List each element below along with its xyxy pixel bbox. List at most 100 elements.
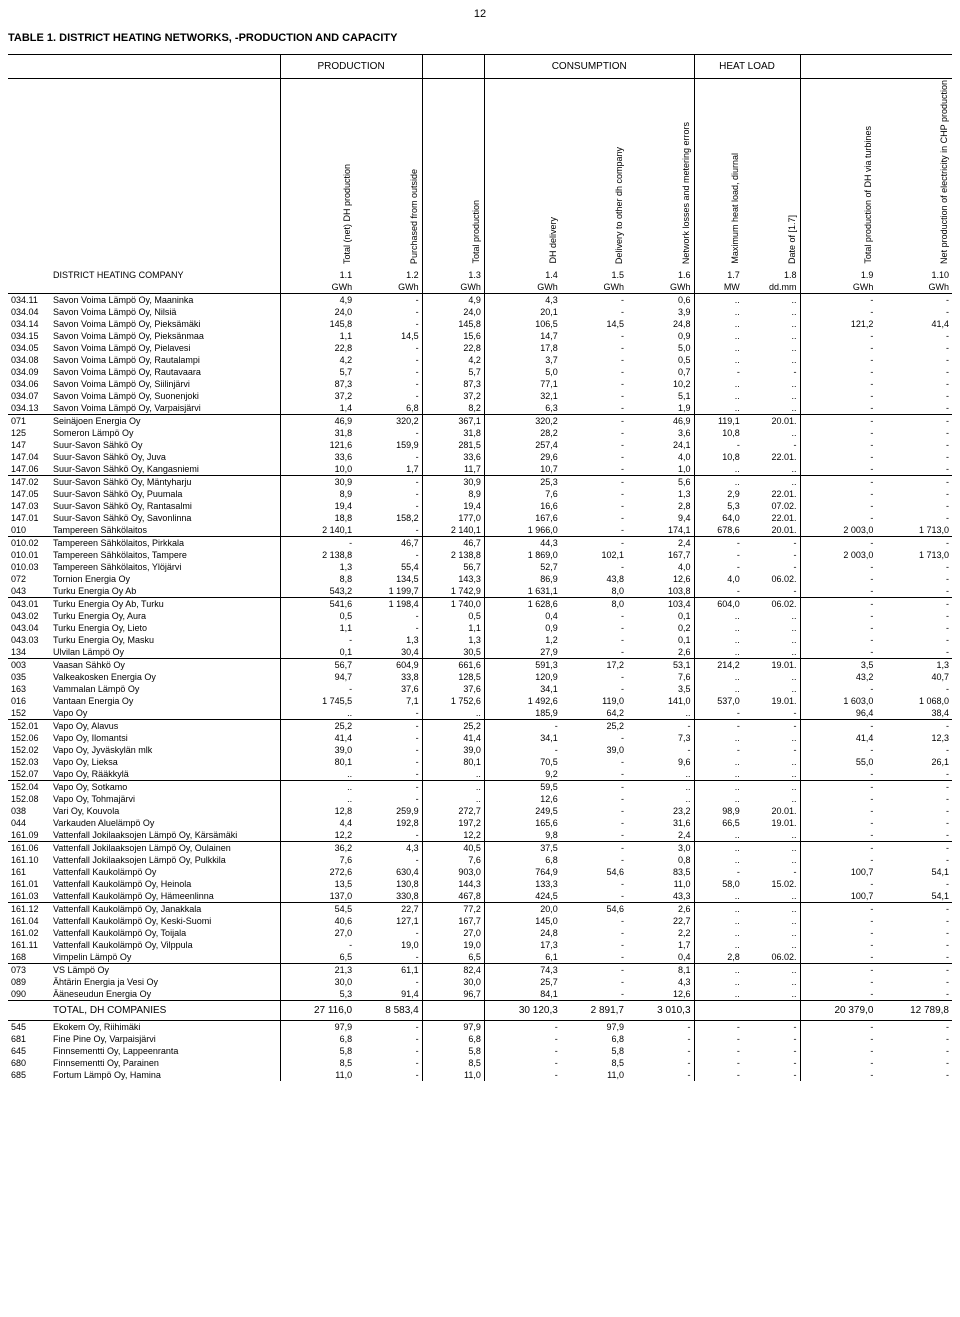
cell: - [561,366,627,378]
cell: 2 138,8 [422,549,484,561]
row-name: Vattenfall Kaukolämpö Oy, Heinola [50,878,280,890]
cell: 07.02. [743,500,800,512]
cell: 1,3 [876,658,952,671]
cell: - [800,634,876,646]
cell: - [561,561,627,573]
row-name: Vapo Oy, Lieksa [50,756,280,768]
cell: 44,3 [484,536,560,549]
cell: 0,1 [627,634,694,646]
cell: - [876,512,952,524]
cell: - [800,293,876,306]
cell: - [876,536,952,549]
row-name: Vapo Oy, Ilomantsi [50,732,280,744]
cell: 0,4 [484,610,560,622]
cell: 43,3 [627,890,694,903]
row-code: 152.06 [8,732,50,744]
col-header: Total (net) DH production [280,79,355,268]
row-name: Turku Energia Oy, Aura [50,610,280,622]
row-code: 152.07 [8,768,50,781]
cell: .. [743,463,800,476]
cell: .. [743,475,800,488]
cell: 145,8 [422,318,484,330]
row-name: Savon Voima Lämpö Oy, Maaninka [50,293,280,306]
cell: 19,4 [280,500,355,512]
cell: - [876,878,952,890]
cell: .. [422,707,484,720]
row-name: Tampereen Sähkölaitos, Tampere [50,549,280,561]
cell: 20.01. [743,414,800,427]
cell: 467,8 [422,890,484,903]
cell: 19.01. [743,817,800,829]
cell: - [876,634,952,646]
cell: - [876,976,952,988]
cell: 74,3 [484,963,560,976]
cell: 102,1 [561,549,627,561]
row-code: 152.04 [8,780,50,793]
total-cell: 2 891,7 [561,1000,627,1020]
cell: 64,2 [561,707,627,720]
cell: 1 742,9 [422,585,484,598]
row-name: Savon Voima Lämpö Oy, Pieksänmaa [50,330,280,342]
cell: 8,5 [422,1057,484,1069]
cell: .. [743,634,800,646]
cell: 12,2 [280,829,355,842]
col-header: Purchased from outside [355,79,422,268]
data-table: PRODUCTIONCONSUMPTIONHEAT LOADTotal (net… [8,54,952,1081]
cell: - [800,354,876,366]
cell: - [355,1033,422,1045]
cell: - [800,951,876,964]
cell: 6,8 [422,1033,484,1045]
cell: - [800,854,876,866]
cell: 31,8 [422,427,484,439]
cell: 1,3 [355,634,422,646]
row-code: 043.02 [8,610,50,622]
cell: 61,1 [355,963,422,976]
row-name: Vapo Oy, Rääkkylä [50,768,280,781]
col-header: Total production of DH via turbines [800,79,876,268]
cell: .. [743,427,800,439]
cell: - [484,1045,560,1057]
cell: - [800,610,876,622]
cell: - [694,1033,743,1045]
cell: - [876,414,952,427]
cell: - [484,1069,560,1081]
row-code: 163 [8,683,50,695]
cell: 8,5 [280,1057,355,1069]
cell: 0,6 [627,293,694,306]
cell: 177,0 [422,512,484,524]
cell: 24,0 [422,306,484,318]
cell: 41,4 [876,318,952,330]
cell: 1,1 [422,622,484,634]
row-code: 090 [8,988,50,1001]
cell: - [561,414,627,427]
cell: - [876,780,952,793]
cell: 2,6 [627,646,694,659]
cell: 14,5 [561,318,627,330]
cell: 22,8 [422,342,484,354]
cell: 6,5 [422,951,484,964]
row-code: 161.12 [8,902,50,915]
cell: 4,4 [280,817,355,829]
cell: 1 628,6 [484,597,560,610]
cell: 27,0 [280,927,355,939]
cell: .. [694,646,743,659]
cell: - [561,451,627,463]
cell: .. [280,793,355,805]
cell: .. [694,902,743,915]
cell: 4,3 [355,841,422,854]
cell: 20.01. [743,524,800,537]
cell: 22.01. [743,512,800,524]
cell: - [694,561,743,573]
cell: - [800,414,876,427]
cell: 2 138,8 [280,549,355,561]
cell: 2,9 [694,488,743,500]
cell: - [876,475,952,488]
cell: - [876,768,952,781]
cell: 272,7 [422,805,484,817]
row-name: Someron Lämpö Oy [50,427,280,439]
cell: 272,6 [280,866,355,878]
unit: GWh [484,281,560,294]
cell: 367,1 [422,414,484,427]
row-name: Ähtärin Energia ja Vesi Oy [50,976,280,988]
cell: 4,0 [627,561,694,573]
